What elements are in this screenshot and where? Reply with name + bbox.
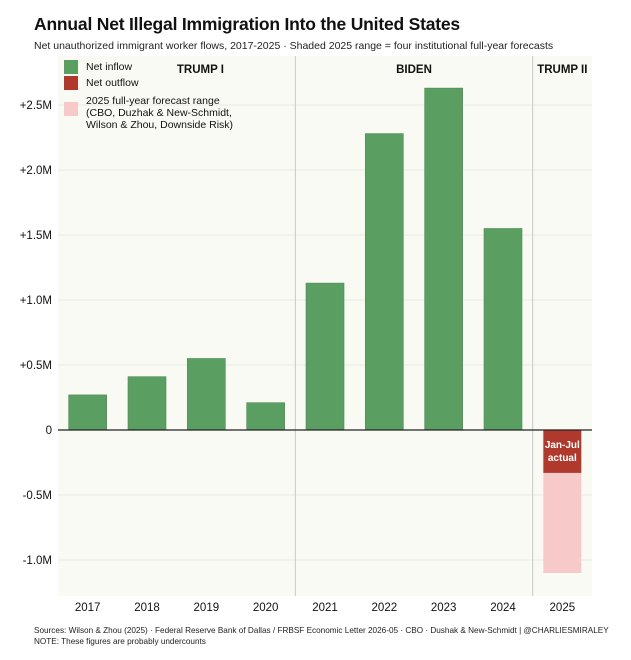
x-tick-label: 2017	[75, 602, 101, 614]
y-tick-label: -1.0M	[23, 555, 52, 567]
y-axis-ticks: -1.0M -0.5M 0 +0.5M +1.0M +1.5M +2.0M +2.5M	[20, 100, 52, 567]
x-tick-label: 2018	[134, 602, 160, 614]
chart-subtitle: Net unauthorized immigrant worker flows,…	[34, 40, 554, 52]
y-tick-label: +2.5M	[20, 100, 52, 112]
y-tick-label: -0.5M	[23, 490, 52, 502]
y-tick-label: +1.5M	[20, 230, 52, 242]
y-tick-label: +2.0M	[20, 165, 52, 177]
x-tick-label: 2023	[431, 602, 457, 614]
x-tick-label: 2021	[312, 602, 338, 614]
y-tick-label: 0	[46, 425, 52, 437]
forecast-range-layer	[543, 472, 582, 573]
bar-inflow-2017	[68, 394, 107, 431]
bar-inflow-2024	[483, 228, 523, 431]
bar-inflow-2021	[305, 282, 345, 431]
bar-inflow-2018	[127, 376, 167, 431]
x-tick-label: 2019	[194, 602, 220, 614]
footer-sources: Sources: Wilson & Zhou (2025) · Federal …	[34, 626, 609, 635]
legend-label-inflow: Net inflow	[86, 61, 133, 73]
bars-layer	[68, 87, 582, 473]
era-label: BIDEN	[396, 64, 432, 76]
bar-inflow-2023	[424, 87, 463, 431]
x-axis-ticks: 2017 2018 2019 2020 2021 2022 2023 2024 2025	[75, 602, 575, 614]
legend-label-range-line2: (CBO, Duzhak & New-Schmidt,	[86, 107, 232, 119]
footer-note: NOTE: These figures are probably underco…	[34, 637, 206, 646]
chart-title: Annual Net Illegal Immigration Into the …	[34, 14, 460, 34]
x-tick-label: 2025	[550, 602, 576, 614]
legend-swatch-inflow	[64, 60, 78, 74]
x-tick-label: 2024	[490, 602, 516, 614]
era-labels: TRUMP I BIDEN TRUMP II	[177, 64, 588, 76]
y-tick-label: +1.0M	[20, 295, 52, 307]
legend-swatch-outflow	[64, 76, 78, 90]
bar-outflow-2025	[543, 430, 582, 473]
x-tick-label: 2022	[372, 602, 398, 614]
forecast-range-2025	[543, 472, 582, 573]
era-dividers	[294, 56, 534, 596]
legend-swatch-forecast-range	[64, 102, 78, 116]
x-tick-label: 2020	[253, 602, 279, 614]
jan-jul-callout: Jan-Jul actual	[545, 440, 580, 464]
legend-label-range-line3: Wilson & Zhou, Downside Risk)	[86, 119, 234, 131]
callout-line1: Jan-Jul	[545, 440, 580, 451]
callout-line2: actual	[548, 453, 577, 464]
legend-label-range-line1: 2025 full-year forecast range	[86, 95, 220, 107]
y-tick-label: +0.5M	[20, 360, 52, 372]
bar-inflow-2020	[246, 402, 285, 431]
era-label: TRUMP II	[537, 64, 587, 76]
bar-inflow-2022	[365, 133, 404, 431]
bar-inflow-2019	[187, 358, 226, 431]
era-label: TRUMP I	[177, 64, 224, 76]
legend-label-outflow: Net outflow	[86, 77, 139, 89]
